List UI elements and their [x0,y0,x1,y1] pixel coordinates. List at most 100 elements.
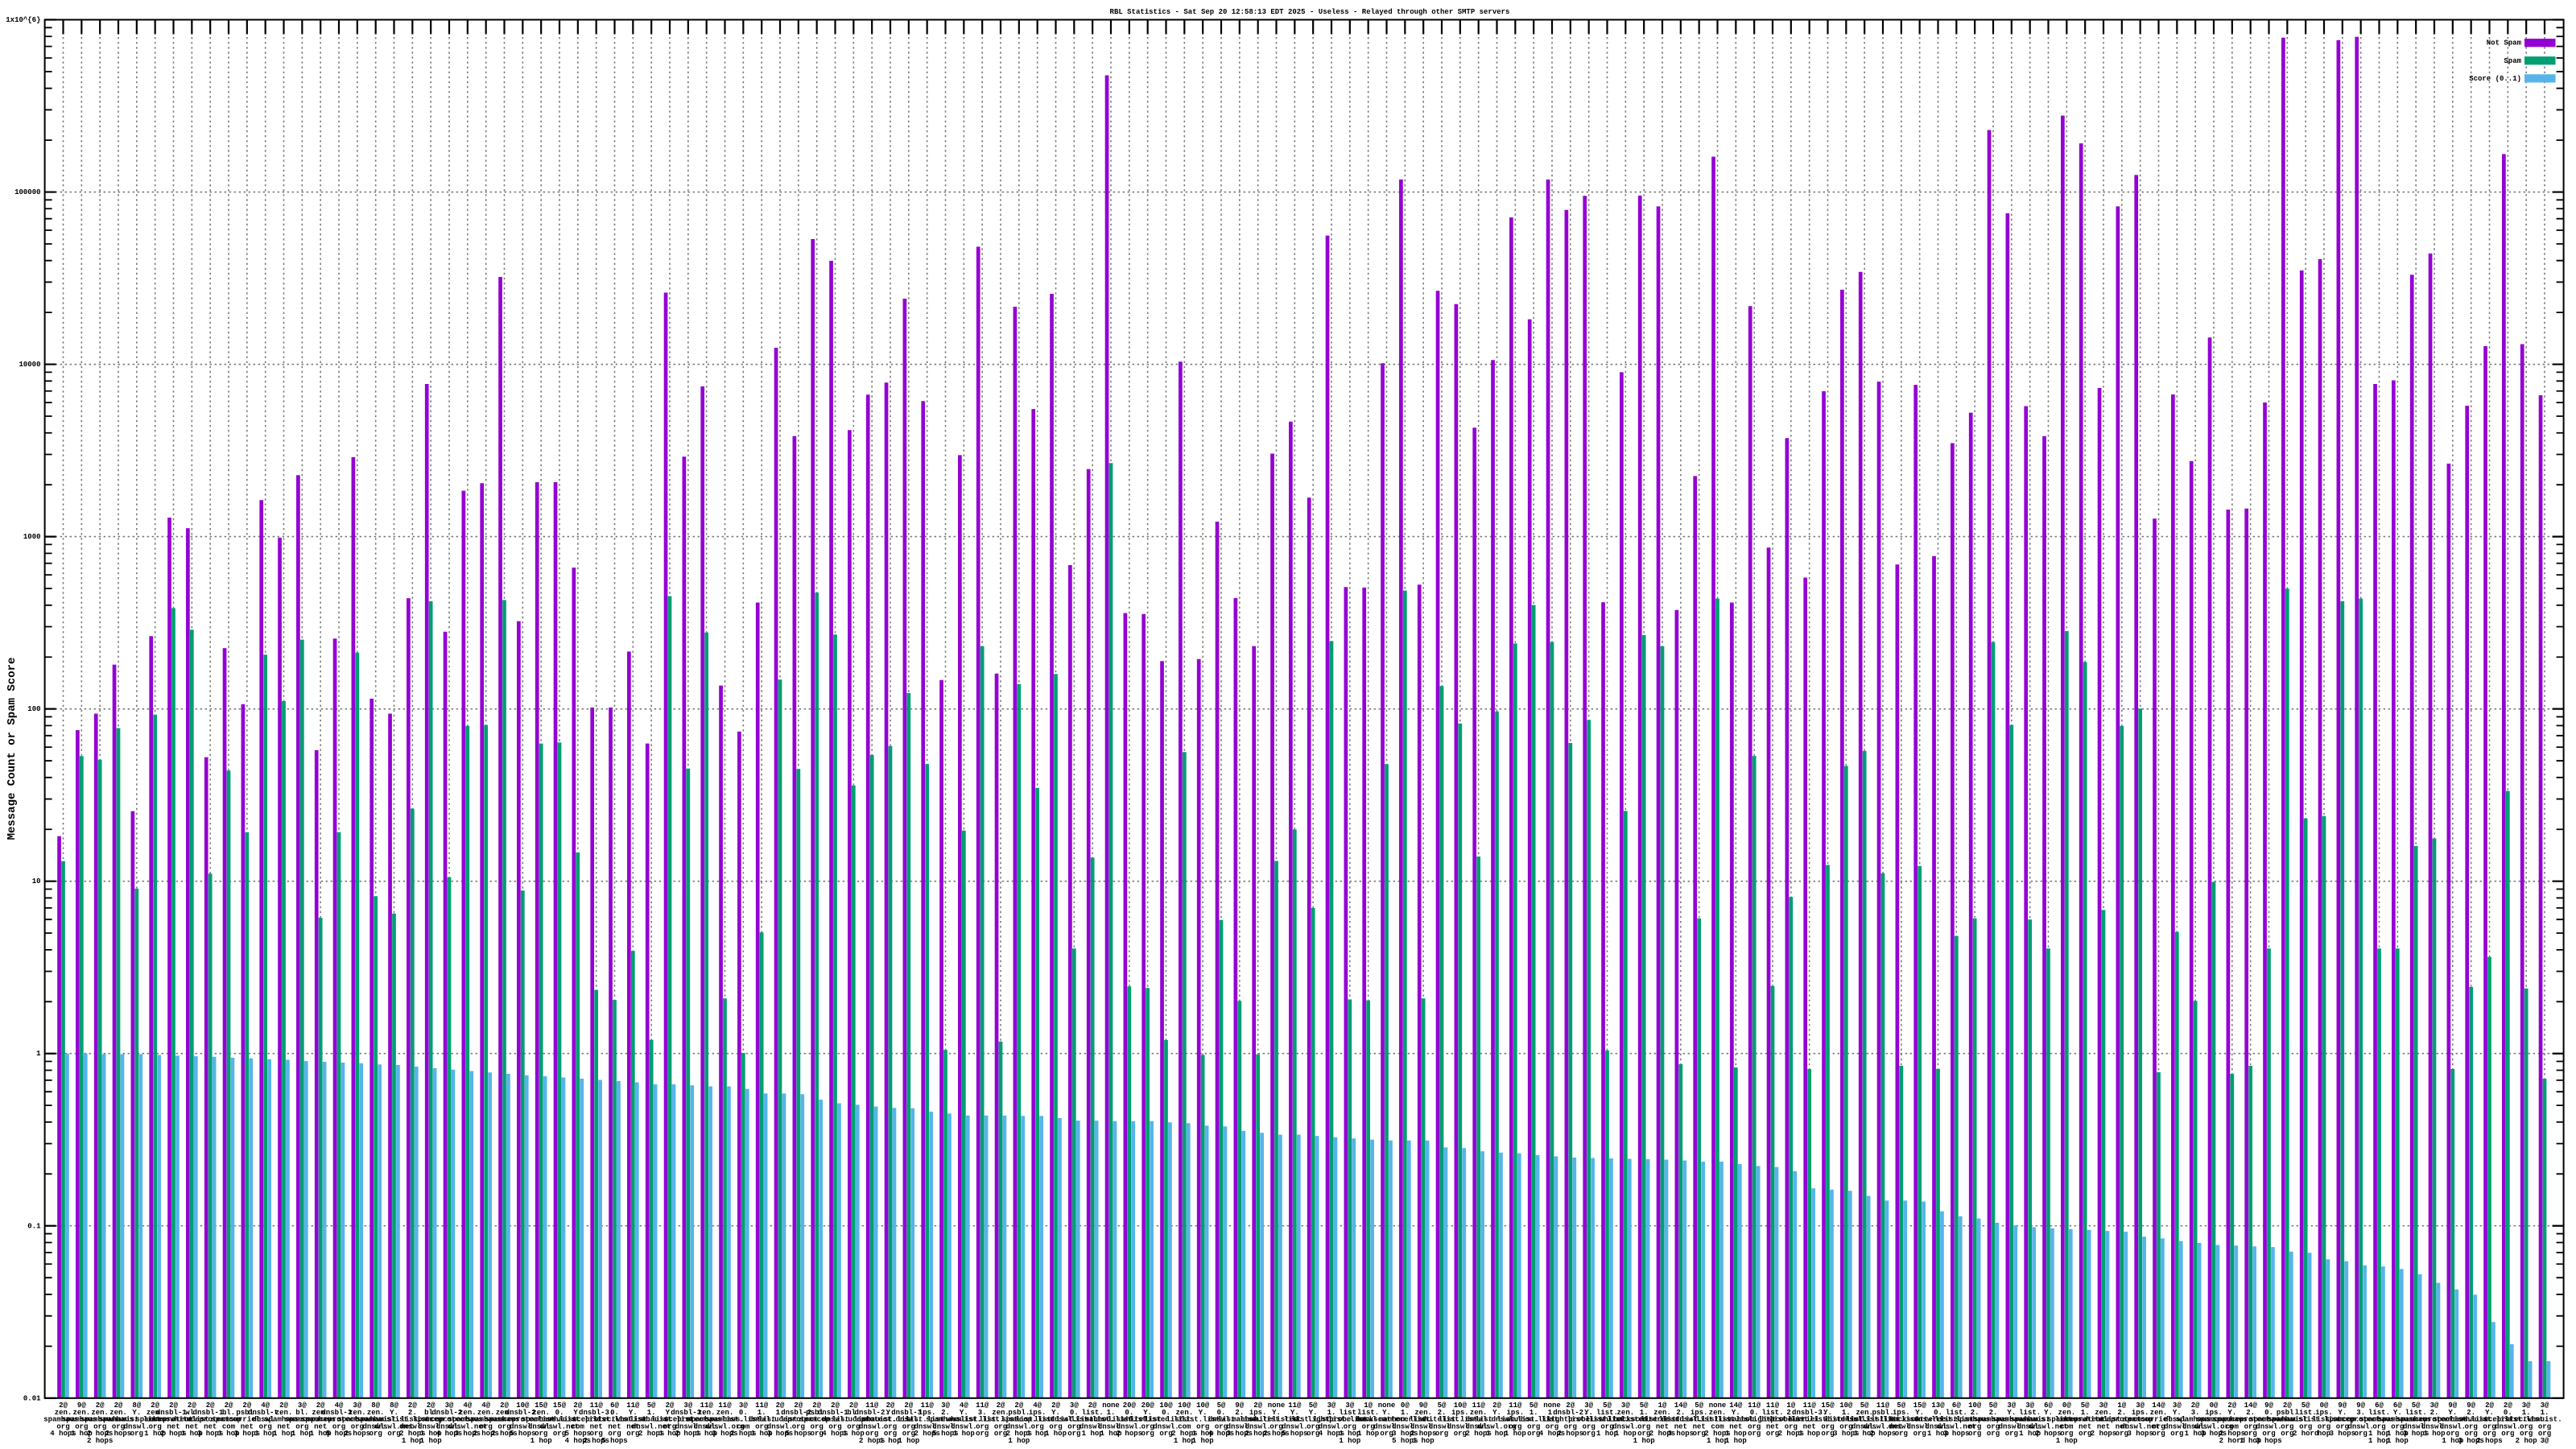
svg-text:2 hops: 2 hops [583,1437,609,1445]
svg-text:uceprotect.: uceprotect. [150,1416,197,1424]
svg-text:list.: list. [1413,1416,1435,1424]
svg-text:0.: 0. [1934,1409,1942,1417]
svg-text:zen.: zen. [2058,1409,2076,1417]
svg-text:2 hord: 2 hord [2219,1437,2245,1445]
svg-text:6@: 6@ [610,1402,619,1410]
svg-text:list.list.: list.list. [1714,1416,1757,1424]
svg-text:none: none [1709,1402,1727,1410]
svg-text:2@: 2@ [1088,1402,1097,1410]
svg-text:4@: 4@ [335,1402,344,1410]
svg-text:1 hop: 1 hop [254,1430,276,1438]
svg-text:3@: 3@ [2541,1437,2549,1445]
svg-text:org: org [1454,1430,1467,1438]
svg-text:org: org [2465,1422,2478,1430]
svg-text:2@: 2@ [904,1402,913,1410]
svg-text:org: org [2538,1422,2551,1430]
svg-text:list.list.: list.list. [1585,1416,1629,1424]
svg-text:3@: 3@ [2007,1402,2016,1410]
svg-text:dnswl.net: dnswl.net [2120,1422,2160,1430]
svg-text:2 hops: 2 hops [87,1437,113,1445]
svg-text:ips.: ips. [2315,1409,2333,1417]
svg-text:dnswl.net: dnswl.net [448,1422,488,1430]
svg-text:org: org [2262,1430,2275,1438]
svg-text:3 hops: 3 hops [2458,1437,2483,1445]
svg-text:11@: 11@ [1803,1402,1817,1410]
svg-text:2@: 2@ [666,1402,675,1410]
svg-text:org: org [1215,1422,1228,1430]
svg-text:11@: 11@ [1876,1402,1890,1410]
svg-text:dnswl.list.: dnswl.list. [1840,1416,1888,1424]
svg-text:3@: 3@ [941,1402,950,1410]
svg-text:2@: 2@ [1566,1402,1575,1410]
svg-text:spamcop.: spamcop. [2325,1416,2359,1424]
svg-text:zen.: zen. [2095,1409,2112,1417]
svg-text:org: org [1269,1422,1282,1430]
svg-text:0@: 0@ [2062,1402,2071,1410]
svg-text:3 hops: 3 hops [1943,1430,1969,1438]
svg-text:spamcop.: spamcop. [285,1416,320,1424]
svg-text:list.list.: list.list. [1071,1416,1114,1424]
svg-text:org: org [497,1422,510,1430]
svg-text:org: org [811,1430,824,1438]
svg-text:org: org [590,1430,603,1438]
svg-text:11@: 11@ [1509,1402,1522,1410]
svg-text:dnswl.net: dnswl.net [540,1422,580,1430]
svg-text:15@: 15@ [535,1402,548,1410]
svg-text:8@: 8@ [390,1402,398,1410]
svg-text:10@: 10@ [516,1402,530,1410]
svg-text:1 hop: 1 hop [2423,1430,2445,1438]
svg-text:org: org [2391,1422,2404,1430]
svg-text:list.list.: list.list. [2302,1416,2346,1424]
svg-text:whitelist.: whitelist. [1420,1416,1463,1424]
svg-text:1 hop: 1 hop [2387,1437,2409,1445]
svg-text:uceprotect.: uceprotect. [2410,1416,2458,1424]
svg-text:uceprotect.: uceprotect. [425,1416,473,1424]
svg-text:whauist.list.: whauist.list. [550,1416,606,1424]
svg-text:dnswl.net: dnswl.net [374,1422,414,1430]
svg-text:2.: 2. [2246,1409,2255,1417]
svg-text:3 hops: 3 hops [2330,1430,2355,1438]
svg-text:dnsbl-2.: dnsbl-2. [431,1409,466,1417]
svg-text:dnswl.: dnswl. [1429,1422,1455,1430]
svg-text:3 hops: 3 hops [2403,1430,2429,1438]
svg-text:1.: 1. [1107,1409,1116,1417]
svg-text:dnswl.: dnswl. [1906,1422,1932,1430]
svg-text:list.list.: list.list. [758,1416,802,1424]
svg-text:dnswl.: dnswl. [675,1422,701,1430]
svg-text:org: org [608,1430,621,1438]
svg-text:3@: 3@ [1327,1402,1336,1410]
svg-text:1 hop: 1 hop [273,1430,295,1438]
svg-text:org: org [1564,1422,1577,1430]
svg-text:org: org [1527,1430,1540,1438]
svg-text:Y.: Y. [886,1409,895,1417]
svg-text:list.list.: list.list. [1861,1416,1905,1424]
svg-text:11@: 11@ [718,1402,732,1410]
svg-text:3@: 3@ [2025,1402,2034,1410]
svg-text:dnswl.net: dnswl.net [632,1422,671,1430]
svg-text:2@: 2@ [188,1402,196,1410]
svg-text:org: org [1049,1422,1062,1430]
svg-text:list.list.: list.list. [960,1416,1004,1424]
svg-text:1.: 1. [1530,1409,1538,1417]
svg-text:2@: 2@ [169,1402,178,1410]
svg-text:org: org [2281,1422,2293,1430]
svg-text:1 hop: 1 hop [953,1430,975,1438]
svg-text:whitelisted.: whitelisted. [1121,1416,1174,1424]
svg-text:org: org [2446,1430,2459,1438]
svg-text:Y.: Y. [1272,1409,1281,1417]
svg-text:zen.: zen. [1653,1409,1671,1417]
svg-text:dnswl.: dnswl. [2256,1422,2281,1430]
svg-text:spamhaus.: spamhaus. [99,1416,138,1424]
svg-text:org: org [2299,1422,2312,1430]
svg-text:11@: 11@ [976,1402,989,1410]
svg-text:dnswl.org: dnswl.org [2194,1422,2234,1430]
svg-text:list.: list. [1339,1409,1360,1417]
svg-text:whauist.list.: whauist.list. [365,1416,422,1424]
svg-text:zen.: zen. [532,1409,550,1417]
svg-text:zen.: zen. [477,1409,495,1417]
svg-text:2@: 2@ [2504,1402,2512,1410]
svg-text:6@: 6@ [2375,1402,2384,1410]
svg-text:manhou.list.: manhou.list. [1085,1416,1137,1424]
svg-text:0.01: 0.01 [23,1394,41,1402]
svg-text:zen.: zen. [1176,1409,1194,1417]
